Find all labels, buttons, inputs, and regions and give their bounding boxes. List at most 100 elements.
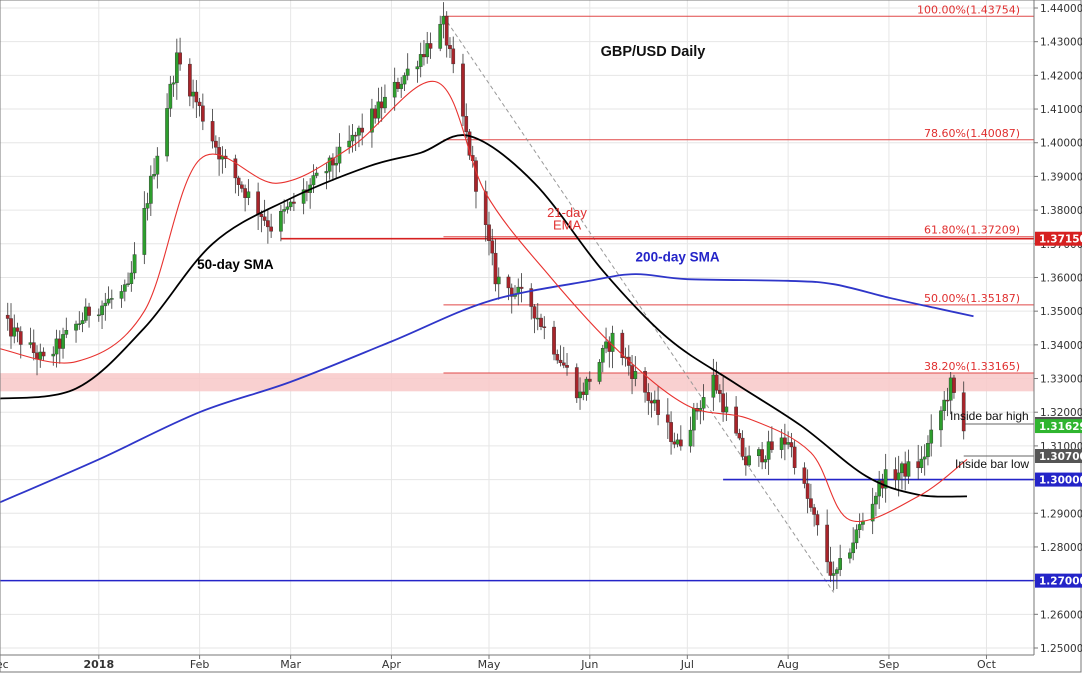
candle-body <box>285 206 290 210</box>
candle-body <box>870 503 875 522</box>
candle-body <box>584 378 589 395</box>
price-tag <box>1035 419 1082 434</box>
candle-body <box>461 63 465 117</box>
candle-body <box>334 163 339 166</box>
candle-body <box>604 341 608 349</box>
candle-body <box>893 469 898 480</box>
candle-body <box>259 213 264 217</box>
candle-body <box>418 54 423 67</box>
x-tick-label: Oct <box>977 658 997 671</box>
annotation-label: 21-day <box>547 205 587 220</box>
candle-body <box>532 306 537 319</box>
candle-body <box>200 105 205 122</box>
candle-body <box>939 410 943 431</box>
inside-bar-high-label: Inside bar high <box>950 409 1029 423</box>
candle-body <box>61 334 65 349</box>
candle-body <box>187 63 192 97</box>
candle-body <box>779 437 784 450</box>
candle-body <box>262 216 267 221</box>
candle-body <box>402 75 407 85</box>
candle-body <box>646 392 651 401</box>
candle-body <box>178 52 182 65</box>
candle-body <box>119 291 124 299</box>
candle-body <box>565 365 569 368</box>
candle-body <box>233 158 238 179</box>
candle-body <box>747 455 751 466</box>
candle-body <box>152 174 156 177</box>
candle-body <box>906 461 911 477</box>
x-tick-label: Aug <box>777 658 798 671</box>
candle-body <box>38 351 43 360</box>
candle-body <box>916 461 921 469</box>
candle-body <box>737 433 742 439</box>
candle-body <box>581 391 586 395</box>
y-tick-label: 1.29000 <box>1040 508 1082 520</box>
candle-body <box>643 371 647 393</box>
candle-body <box>155 155 160 175</box>
candle-body <box>100 305 104 316</box>
annotation-label: 200-day SMA <box>636 249 720 264</box>
candle-body <box>835 569 839 574</box>
candle-body <box>633 371 638 379</box>
candle-body <box>669 422 673 442</box>
candle-body <box>311 175 316 186</box>
price-tag-label: 1.27000 <box>1039 576 1082 588</box>
candle-body <box>415 66 420 70</box>
candle-body <box>350 134 355 142</box>
candle-body <box>766 441 771 460</box>
candle-body <box>148 175 153 204</box>
candle-body <box>132 254 137 274</box>
price-tag <box>1035 573 1082 588</box>
fib-level-label: 100.00%(1.43754) <box>917 3 1020 16</box>
candle-body <box>126 283 130 285</box>
x-tick-label: 2018 <box>83 658 114 671</box>
y-tick-label: 1.38000 <box>1040 205 1082 217</box>
candle-body <box>441 15 446 25</box>
candle-body <box>83 306 88 321</box>
candle-body <box>740 437 745 457</box>
candle-body <box>854 529 859 544</box>
candle-body <box>370 108 374 133</box>
candle-body <box>529 288 534 307</box>
candle-body <box>438 23 443 49</box>
candle-body <box>578 391 582 399</box>
y-tick-label: 1.40000 <box>1040 138 1082 150</box>
candle-body <box>451 48 456 65</box>
annotation-label: EMA <box>553 218 582 233</box>
candle-body <box>587 378 592 382</box>
candle-body <box>757 449 761 457</box>
candle-body <box>197 101 202 107</box>
y-tick-label: 1.42000 <box>1040 70 1082 82</box>
candle-body <box>174 52 179 83</box>
candle-body <box>848 552 852 559</box>
candle-body <box>269 226 273 232</box>
candle-body <box>535 317 540 320</box>
candle-body <box>493 252 498 285</box>
candle-body <box>744 456 748 466</box>
inside-bar-low-label: Inside bar low <box>955 457 1029 471</box>
candle-body <box>896 472 901 480</box>
candle-body <box>542 326 547 328</box>
y-tick-label: 1.41000 <box>1040 104 1082 116</box>
price-tag <box>1035 231 1082 246</box>
candle-body <box>353 134 358 137</box>
candle-body <box>649 400 654 404</box>
candle-body <box>77 323 82 325</box>
fib-level-label: 78.60%(1.40087) <box>924 127 1020 140</box>
candle-body <box>656 399 660 415</box>
resistance-zone-layer <box>0 0 1034 655</box>
candle-body <box>783 437 787 445</box>
y-tick-label: 1.36000 <box>1040 272 1082 284</box>
candle-body <box>347 140 352 148</box>
x-tick-label: Jul <box>680 658 694 671</box>
candle-body <box>929 429 934 444</box>
candle-body <box>721 393 725 413</box>
candle-body <box>665 414 670 423</box>
y-tick-label: 1.35000 <box>1040 306 1082 318</box>
x-tick-label: Mar <box>280 658 301 671</box>
y-tick-label: 1.34000 <box>1040 340 1082 352</box>
candle-body <box>717 389 722 394</box>
x-tick-label: Apr <box>382 658 402 671</box>
50-day-sma-line <box>0 134 968 498</box>
